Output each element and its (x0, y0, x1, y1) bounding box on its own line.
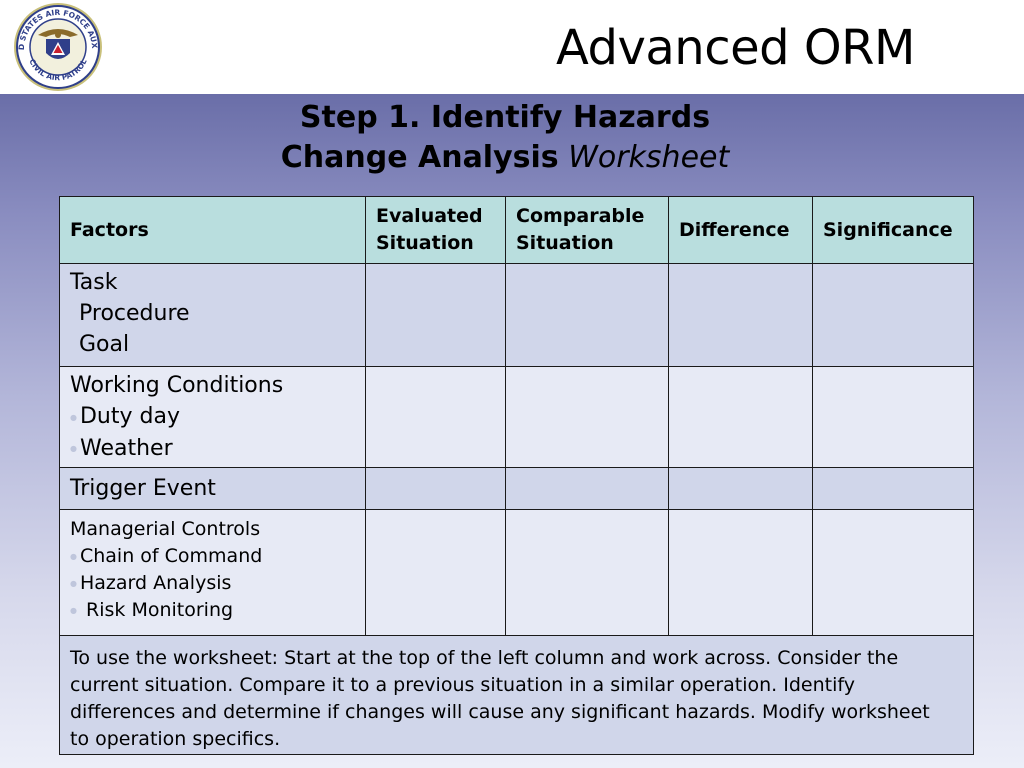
table-cell[interactable] (668, 263, 813, 367)
table-cell[interactable] (812, 509, 974, 636)
bullet-icon: ● (70, 412, 77, 422)
instructions-cell: To use the worksheet: Start at the top o… (59, 635, 974, 755)
table-cell[interactable] (668, 366, 813, 468)
factor-title: Trigger Event (70, 476, 216, 501)
table-cell[interactable] (365, 263, 506, 367)
worksheet-heading-bold: Change Analysis (280, 140, 559, 175)
table-row: Managerial Controls ● Chain of Command ● H… (59, 509, 974, 636)
bullet-icon: ● (70, 579, 77, 588)
factor-cell: Working Conditions ● Duty day ● Weather (59, 366, 366, 468)
factor-item: Goal (79, 332, 130, 357)
factor-item: ● Weather (70, 435, 173, 461)
factor-title: Working Conditions (70, 373, 284, 398)
header-cell-evaluated: Evaluated Situation (365, 196, 506, 264)
factor-cell: Trigger Event (59, 467, 366, 510)
bullet-icon: ● (70, 444, 77, 453)
slide-title: Advanced ORM (556, 20, 915, 76)
factor-item: Procedure (79, 301, 190, 326)
header-cell-significance: Significance (812, 196, 974, 264)
factor-title: Managerial Controls (70, 518, 261, 540)
factor-item: ● Risk Monitoring (70, 599, 234, 621)
table-row: Task Procedure Goal (59, 263, 974, 367)
slide-header: UNITED STATES AIR FORCE AUXILIARY CIVIL … (0, 0, 1024, 94)
table-header-row: Factors Evaluated Situation Comparable S… (59, 196, 974, 264)
factor-item: ● Duty day (70, 404, 180, 429)
table-row: Working Conditions ● Duty day ● Weather (59, 366, 974, 468)
table-cell[interactable] (812, 366, 974, 468)
table-cell[interactable] (365, 366, 506, 468)
table-cell[interactable] (812, 263, 974, 367)
table-cell[interactable] (668, 509, 813, 636)
table-cell[interactable] (668, 467, 813, 510)
factor-cell: Task Procedure Goal (59, 263, 366, 367)
table-cell[interactable] (505, 467, 669, 510)
bullet-icon: ● (70, 552, 77, 561)
table-cell[interactable] (505, 263, 669, 367)
change-analysis-table: Factors Evaluated Situation Comparable S… (59, 196, 974, 755)
factor-item: ● Chain of Command (70, 545, 263, 567)
header-cell-factors: Factors (59, 196, 366, 264)
table-cell[interactable] (812, 467, 974, 510)
civil-air-patrol-seal-logo: UNITED STATES AIR FORCE AUXILIARY CIVIL … (8, 1, 102, 91)
factor-title: Task (70, 270, 118, 295)
header-cell-difference: Difference (668, 196, 813, 264)
table-cell[interactable] (365, 467, 506, 510)
table-row: Trigger Event (59, 467, 974, 510)
bullet-icon: ● (70, 606, 77, 615)
table-cell[interactable] (505, 509, 669, 636)
header-cell-comparable: Comparable Situation (505, 196, 669, 264)
step-heading: Step 1. Identify Hazards (299, 100, 711, 135)
instructions-text: To use the worksheet: Start at the top o… (70, 647, 930, 750)
worksheet-heading: Change Analysis Worksheet (0, 140, 1010, 176)
factor-item: ● Hazard Analysis (70, 572, 232, 594)
factor-cell: Managerial Controls ● Chain of Command ● H… (59, 509, 366, 636)
instructions-row: To use the worksheet: Start at the top o… (59, 635, 974, 755)
worksheet-heading-italic: Worksheet (568, 140, 730, 175)
table-cell[interactable] (365, 509, 506, 636)
table-cell[interactable] (505, 366, 669, 468)
